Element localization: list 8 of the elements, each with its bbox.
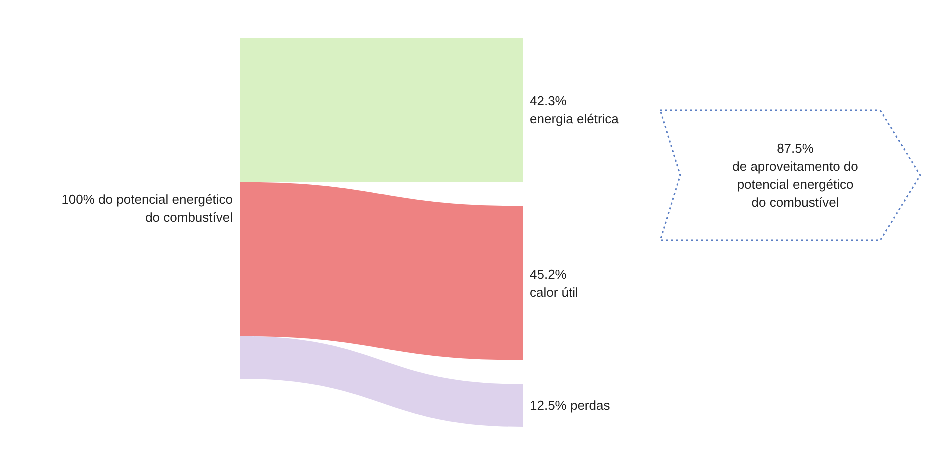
text: 100% do potencial energético do combustível (62, 192, 234, 225)
data-label: 45.2% (530, 266, 568, 282)
data-label: 12.5% (530, 398, 568, 414)
data-label: 42.3% (530, 94, 568, 109)
category-label: perdas (566, 398, 611, 414)
category-label: energia elétrica (530, 112, 620, 127)
text: 87.5% de aproveitamento do potencial energético do combustível (732, 141, 858, 210)
category-label: calor útil (530, 284, 579, 300)
